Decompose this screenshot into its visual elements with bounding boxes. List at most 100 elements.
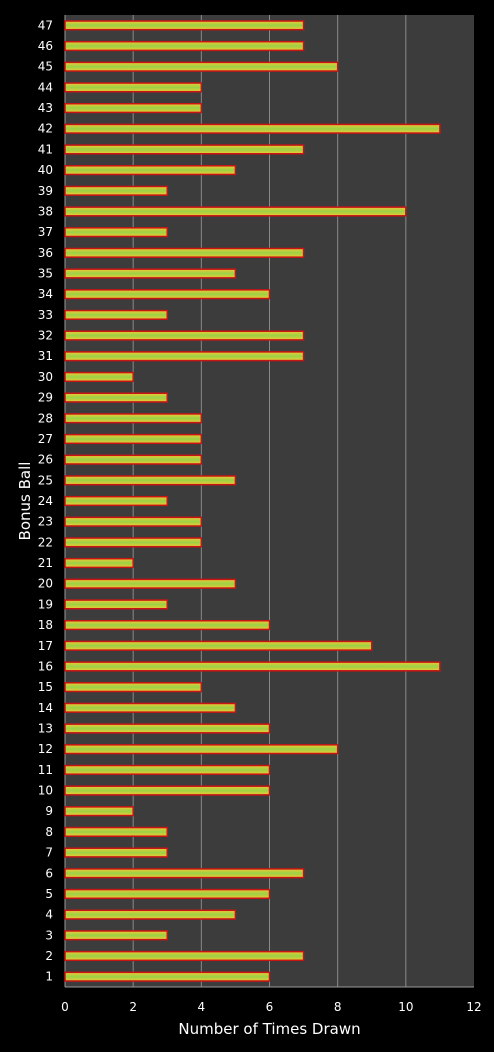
bar-38	[64, 206, 407, 217]
y-tick-label: 31	[38, 349, 53, 363]
y-tick-label: 41	[38, 142, 53, 156]
bar-17	[64, 640, 373, 651]
y-tick-label: 44	[38, 80, 53, 94]
y-tick-label: 25	[38, 473, 53, 487]
y-tick-label: 37	[38, 225, 53, 239]
bar-9	[64, 806, 134, 817]
bar-4	[64, 909, 237, 920]
bar-44	[64, 82, 203, 93]
y-tick-label: 28	[38, 411, 53, 425]
bar-43	[64, 102, 203, 114]
bar-34	[64, 289, 271, 300]
y-tick-label: 1	[45, 970, 53, 984]
bar-23	[64, 516, 203, 527]
bar-2	[64, 950, 305, 962]
y-tick-label: 12	[38, 742, 53, 756]
y-tick-label: 21	[38, 556, 53, 570]
x-tick-label: 2	[129, 1000, 137, 1014]
y-tick-label: 16	[38, 659, 53, 673]
bar-31	[64, 351, 305, 362]
bar-7	[64, 847, 168, 858]
y-tick-label: 7	[45, 846, 53, 860]
y-tick-label: 29	[38, 391, 53, 405]
bar-39	[64, 185, 168, 196]
bar-19	[64, 599, 168, 610]
y-tick-label: 5	[45, 887, 53, 901]
x-tick-label: 0	[61, 1000, 69, 1014]
y-tick-label: 24	[38, 494, 53, 508]
y-tick-label: 45	[38, 60, 53, 74]
y-tick-label: 13	[38, 721, 53, 735]
y-tick-label: 39	[38, 184, 53, 198]
y-tick-label: 34	[38, 287, 53, 301]
bar-27	[64, 433, 203, 445]
y-tick-label: 36	[38, 246, 53, 260]
bar-28	[64, 413, 203, 424]
bar-16	[64, 661, 441, 672]
bar-40	[64, 165, 237, 176]
y-tick-label: 38	[38, 204, 53, 218]
bar-45	[64, 61, 339, 72]
bar-14	[64, 702, 237, 713]
bar-35	[64, 268, 237, 279]
bar-47	[64, 20, 305, 31]
bar-10	[64, 785, 271, 796]
y-tick-label: 32	[38, 329, 53, 343]
y-tick-label: 27	[38, 432, 53, 446]
bar-29	[64, 392, 168, 403]
y-tick-label: 4	[45, 908, 53, 922]
y-tick-label: 17	[38, 639, 53, 653]
y-tick-label: 23	[38, 515, 53, 529]
bar-30	[64, 371, 134, 383]
y-tick-label: 10	[38, 784, 53, 798]
bar-3	[64, 930, 168, 941]
bar-24	[64, 495, 168, 507]
bar-42	[64, 123, 441, 134]
y-tick-label: 6	[45, 866, 53, 880]
x-tick-label: 12	[466, 1000, 481, 1014]
y-tick-label: 35	[38, 267, 53, 281]
x-tick-label: 8	[334, 1000, 342, 1014]
bar-18	[64, 619, 271, 631]
x-tick-label: 10	[398, 1000, 413, 1014]
y-tick-label: 40	[38, 163, 53, 177]
bar-12	[64, 744, 339, 755]
bar-33	[64, 309, 168, 320]
bar-1	[64, 971, 271, 982]
bar-22	[64, 537, 203, 548]
bar-6	[64, 868, 305, 879]
bar-11	[64, 764, 271, 775]
y-tick-label: 9	[45, 804, 53, 818]
bar-8	[64, 826, 168, 837]
bar-25	[64, 475, 237, 486]
bar-41	[64, 144, 305, 155]
y-tick-label: 22	[38, 535, 53, 549]
y-tick-label: 33	[38, 308, 53, 322]
y-tick-label: 42	[38, 122, 53, 136]
y-tick-label: 47	[38, 18, 53, 32]
y-tick-label: 15	[38, 680, 53, 694]
y-tick-label: 14	[38, 701, 53, 715]
y-tick-label: 2	[45, 949, 53, 963]
x-tick-label: 4	[198, 1000, 206, 1014]
bar-32	[64, 330, 305, 341]
bar-13	[64, 723, 271, 734]
y-tick-label: 8	[45, 825, 53, 839]
y-tick-label: 30	[38, 370, 53, 384]
y-tick-label: 26	[38, 453, 53, 467]
bar-21	[64, 557, 134, 569]
bar-37	[64, 227, 168, 238]
bar-15	[64, 682, 203, 693]
bar-36	[64, 247, 305, 258]
y-tick-label: 43	[38, 101, 53, 115]
y-tick-label: 46	[38, 39, 53, 53]
x-axis-title: Number of Times Drawn	[178, 1020, 360, 1038]
x-tick-label: 6	[266, 1000, 274, 1014]
y-tick-label: 20	[38, 577, 53, 591]
bar-5	[64, 888, 271, 900]
y-tick-label: 3	[45, 928, 53, 942]
bar-26	[64, 454, 203, 465]
y-axis-title: Bonus Ball	[16, 462, 34, 541]
y-tick-label: 18	[38, 618, 53, 632]
